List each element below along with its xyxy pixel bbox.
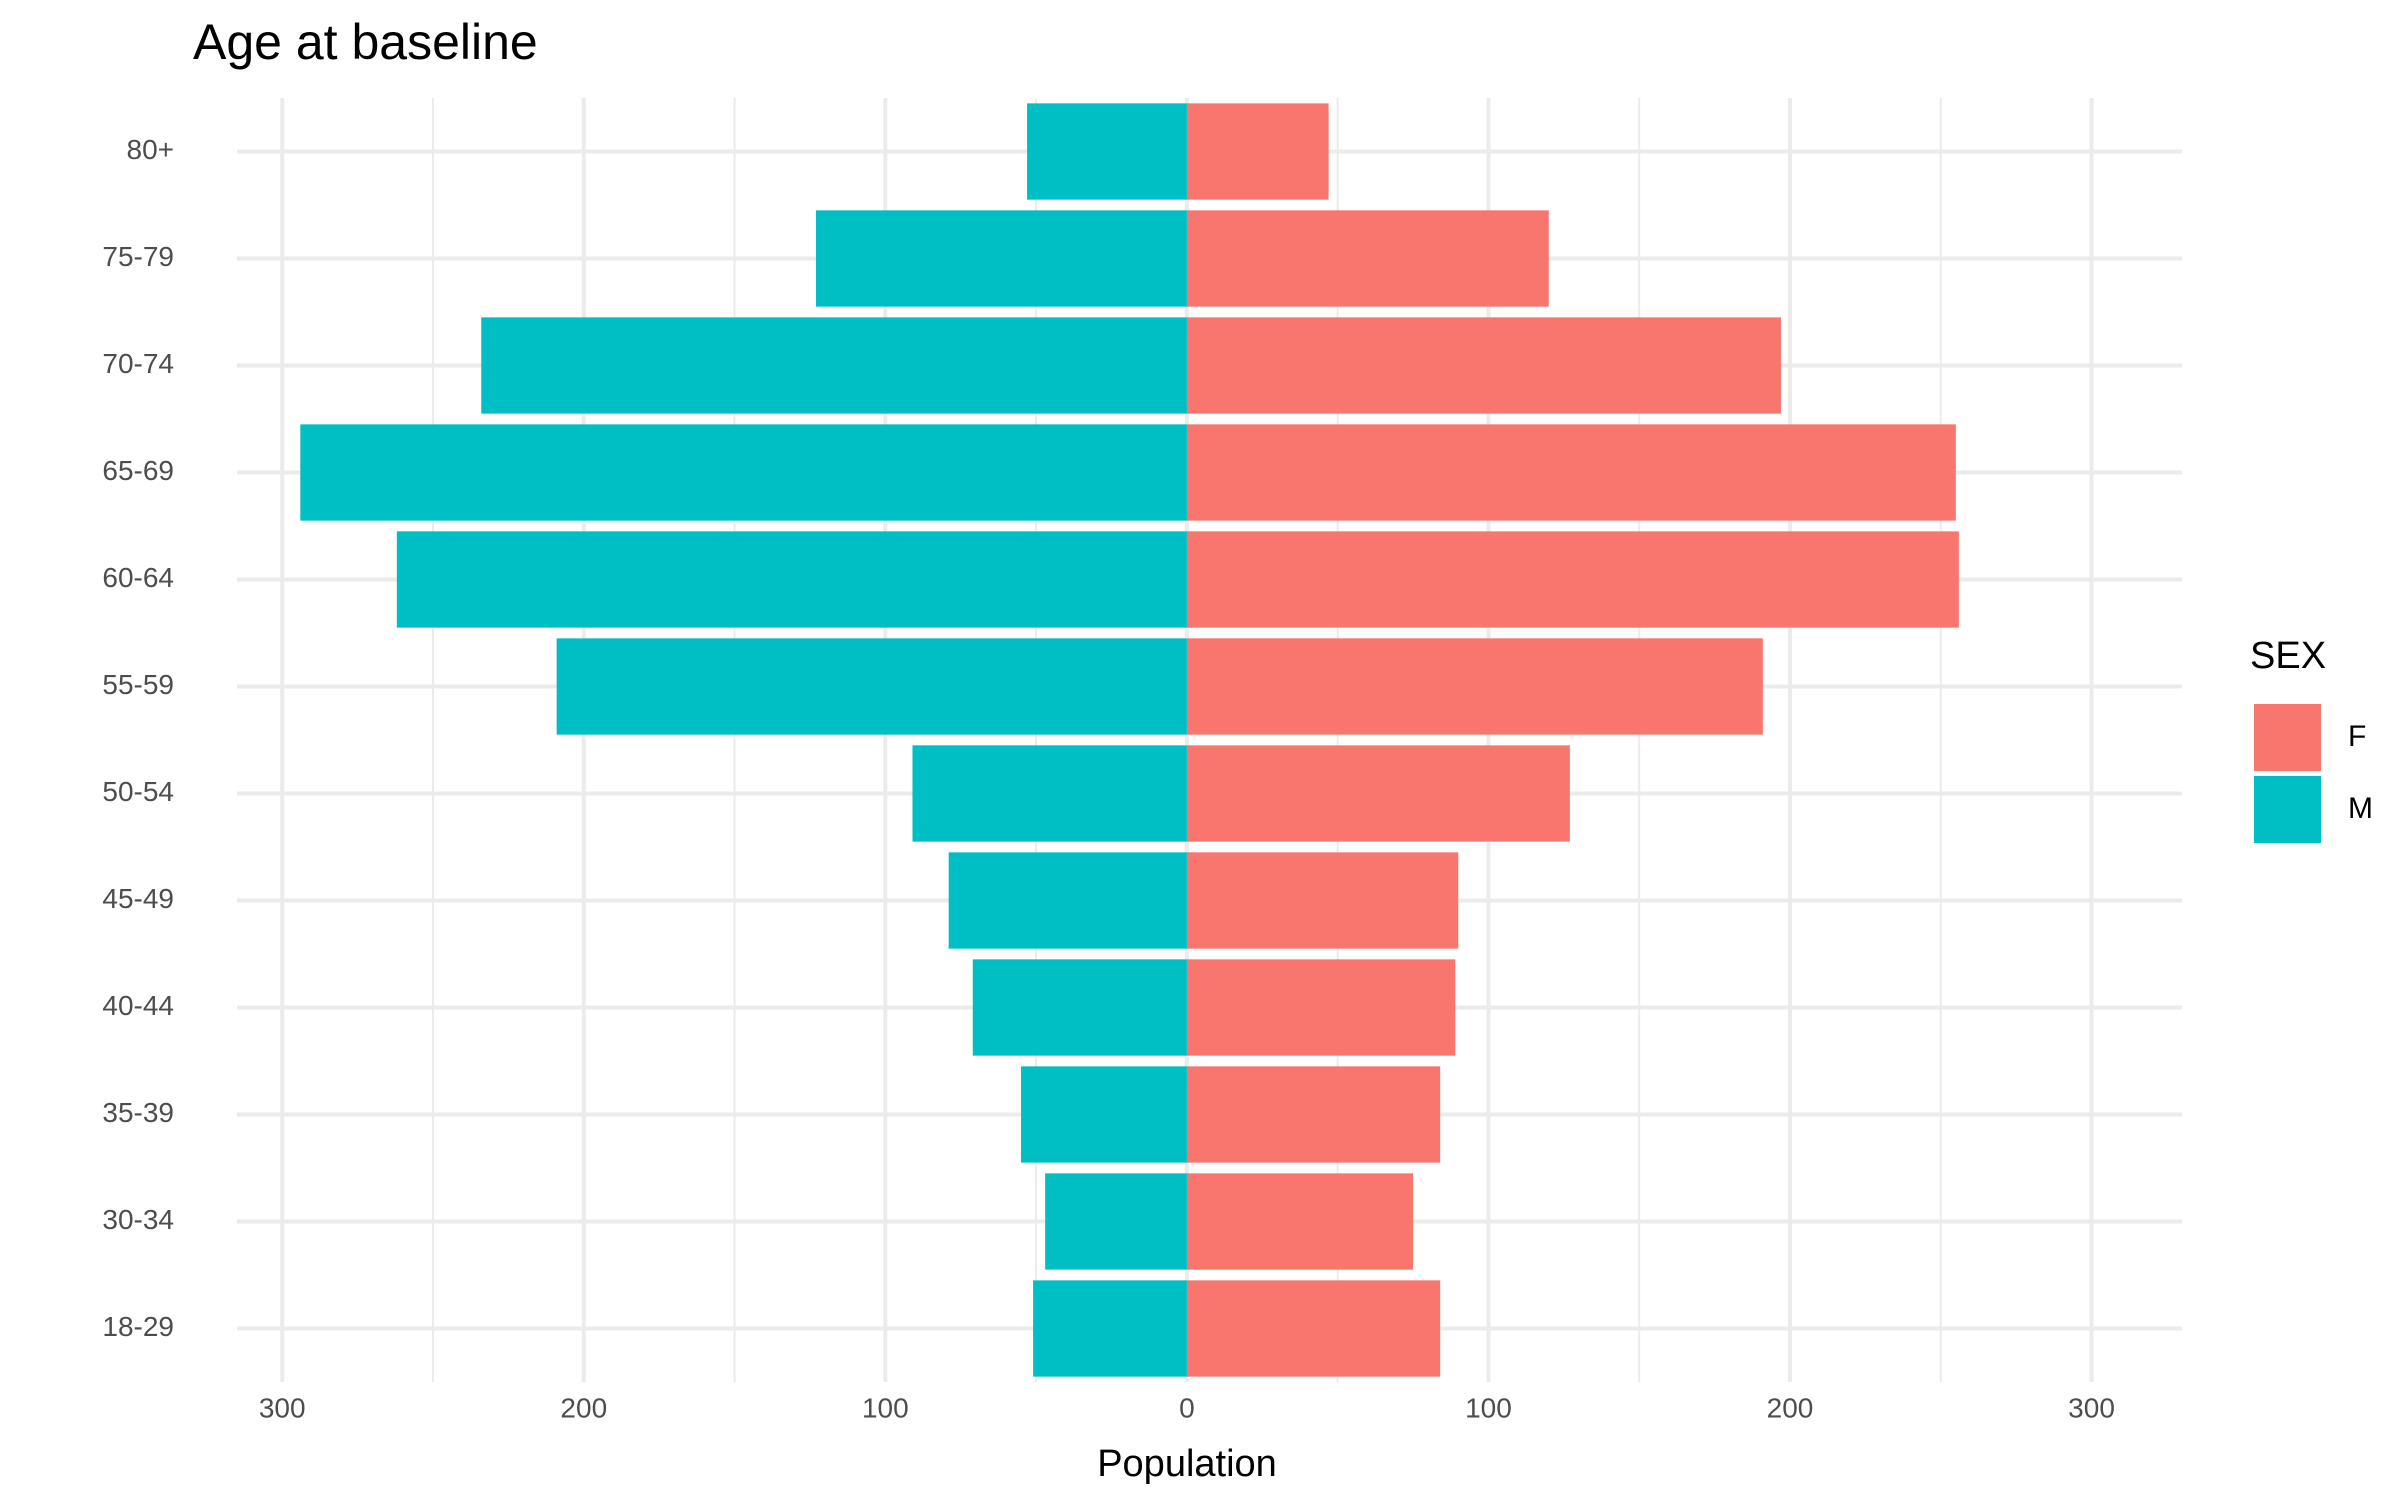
- y-tick-label: 65-69: [102, 455, 174, 486]
- bar: [481, 317, 1187, 414]
- x-tick-label: 200: [560, 1392, 607, 1423]
- bar: [1045, 1173, 1187, 1270]
- x-tick-label: 100: [1465, 1392, 1512, 1423]
- y-tick-label: 50-54: [102, 776, 174, 807]
- bar: [1033, 1280, 1187, 1377]
- bar: [1027, 103, 1187, 200]
- chart-title: Age at baseline: [193, 14, 538, 70]
- bar: [1186, 210, 1549, 307]
- bar: [396, 531, 1187, 628]
- y-tick-label: 80+: [127, 134, 175, 165]
- x-tick-label: 0: [1179, 1392, 1195, 1423]
- x-tick-label: 200: [1767, 1392, 1814, 1423]
- bar: [1186, 1280, 1441, 1377]
- x-tick-label: 300: [2068, 1392, 2115, 1423]
- x-tick-label: 300: [259, 1392, 306, 1423]
- bar: [1186, 317, 1781, 414]
- bar: [300, 424, 1187, 521]
- legend-label: F: [2348, 720, 2366, 753]
- x-axis-title: Population: [1097, 1443, 1277, 1485]
- bar: [1186, 638, 1763, 735]
- bar: [1021, 1066, 1187, 1163]
- y-tick-label: 18-29: [102, 1311, 174, 1342]
- y-tick-label: 40-44: [102, 990, 174, 1021]
- bar: [912, 745, 1187, 842]
- bar: [1186, 1173, 1414, 1270]
- legend-key: [2254, 776, 2321, 843]
- y-tick-label: 75-79: [102, 241, 174, 272]
- bar: [815, 210, 1187, 307]
- legend-label: M: [2348, 792, 2373, 825]
- bar: [1186, 424, 1956, 521]
- y-tick-label: 35-39: [102, 1097, 174, 1128]
- y-tick-label: 45-49: [102, 883, 174, 914]
- bar: [1186, 1066, 1441, 1163]
- legend-title: SEX: [2250, 635, 2326, 677]
- y-tick-label: 60-64: [102, 562, 174, 593]
- y-tick-label: 70-74: [102, 348, 174, 379]
- bar: [556, 638, 1187, 735]
- x-tick-label: 100: [862, 1392, 909, 1423]
- y-tick-label: 55-59: [102, 669, 174, 700]
- bar: [1186, 531, 1959, 628]
- legend-key: [2254, 704, 2321, 771]
- bar: [1186, 103, 1329, 200]
- bar: [1186, 745, 1570, 842]
- bar: [1186, 959, 1456, 1056]
- y-tick-label: 30-34: [102, 1204, 174, 1235]
- bar: [948, 852, 1187, 949]
- bar: [1186, 852, 1459, 949]
- bar: [972, 959, 1187, 1056]
